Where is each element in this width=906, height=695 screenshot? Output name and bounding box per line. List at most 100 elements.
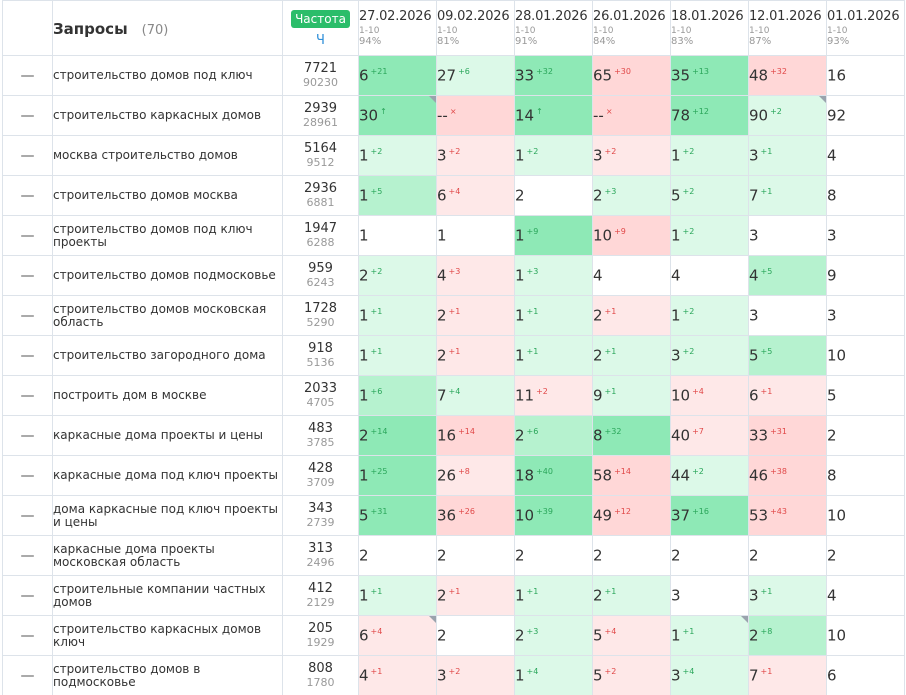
query-text[interactable]: строительство домов московская область bbox=[52, 295, 283, 336]
row-toggle-dash[interactable]: — bbox=[2, 535, 53, 576]
row-toggle-dash[interactable]: — bbox=[2, 255, 53, 296]
row-toggle-dash[interactable]: — bbox=[2, 55, 53, 96]
position-cell[interactable]: 2 bbox=[826, 415, 905, 456]
position-cell[interactable]: 1 +2 bbox=[670, 295, 749, 336]
position-cell[interactable]: 90 +2 bbox=[748, 95, 827, 136]
position-cell[interactable]: 2 bbox=[514, 175, 593, 216]
position-cell[interactable]: 46 +38 bbox=[748, 455, 827, 496]
position-cell[interactable]: 2 bbox=[826, 535, 905, 576]
position-cell[interactable]: 4 bbox=[826, 575, 905, 616]
position-cell[interactable]: 3 bbox=[826, 295, 905, 336]
position-cell[interactable]: 30 ↑ bbox=[358, 95, 437, 136]
query-text[interactable]: строительство домов под ключ bbox=[52, 55, 283, 96]
row-toggle-dash[interactable]: — bbox=[2, 135, 53, 176]
position-cell[interactable]: 1 +2 bbox=[670, 135, 749, 176]
position-cell[interactable]: 1 +4 bbox=[514, 655, 593, 695]
position-cell[interactable]: 4 +1 bbox=[358, 655, 437, 695]
position-cell[interactable]: 92 bbox=[826, 95, 905, 136]
position-cell[interactable]: 1 +9 bbox=[514, 215, 593, 256]
position-cell[interactable]: 48 +32 bbox=[748, 55, 827, 96]
position-cell[interactable]: 1 bbox=[358, 215, 437, 256]
position-cell[interactable]: 1 +2 bbox=[670, 215, 749, 256]
position-cell[interactable]: 16 +14 bbox=[436, 415, 515, 456]
position-cell[interactable]: 10 bbox=[826, 495, 905, 536]
position-cell[interactable]: 1 bbox=[436, 215, 515, 256]
query-text[interactable]: каркасные дома проекты и цены bbox=[52, 415, 283, 456]
position-cell[interactable]: 35 +13 bbox=[670, 55, 749, 96]
position-cell[interactable]: 5 +31 bbox=[358, 495, 437, 536]
query-text[interactable]: москва строительство домов bbox=[52, 135, 283, 176]
row-toggle-dash[interactable]: — bbox=[2, 655, 53, 695]
position-cell[interactable]: 7 +4 bbox=[436, 375, 515, 416]
position-cell[interactable]: 1 +1 bbox=[358, 335, 437, 376]
row-toggle-dash[interactable]: — bbox=[2, 175, 53, 216]
date-column-header[interactable]: 18.01.2026 1-10 83% bbox=[670, 0, 749, 56]
position-cell[interactable]: 65 +30 bbox=[592, 55, 671, 96]
position-cell[interactable]: 2 bbox=[748, 535, 827, 576]
position-cell[interactable]: 1 +1 bbox=[358, 575, 437, 616]
position-cell[interactable]: 53 +43 bbox=[748, 495, 827, 536]
position-cell[interactable]: 1 +2 bbox=[514, 135, 593, 176]
position-cell[interactable]: 16 bbox=[826, 55, 905, 96]
position-cell[interactable]: 3 bbox=[826, 215, 905, 256]
position-cell[interactable]: 8 +32 bbox=[592, 415, 671, 456]
position-cell[interactable]: 2 bbox=[436, 615, 515, 656]
position-cell[interactable]: 3 +2 bbox=[436, 655, 515, 695]
position-cell[interactable]: 2 +1 bbox=[436, 335, 515, 376]
query-text[interactable]: построить дом в москве bbox=[52, 375, 283, 416]
row-toggle-dash[interactable]: — bbox=[2, 295, 53, 336]
row-toggle-dash[interactable]: — bbox=[2, 215, 53, 256]
query-text[interactable]: строительство домов под ключ проекты bbox=[52, 215, 283, 256]
position-cell[interactable]: 5 +4 bbox=[592, 615, 671, 656]
query-text[interactable]: строительство каркасных домов ключ bbox=[52, 615, 283, 656]
position-cell[interactable]: 27 +6 bbox=[436, 55, 515, 96]
position-cell[interactable]: 4 +3 bbox=[436, 255, 515, 296]
frequency-badge-button[interactable]: Частота bbox=[291, 10, 350, 28]
position-cell[interactable]: 11 +2 bbox=[514, 375, 593, 416]
position-cell[interactable]: 3 bbox=[748, 215, 827, 256]
position-cell[interactable]: 1 +6 bbox=[358, 375, 437, 416]
position-cell[interactable]: 3 bbox=[670, 575, 749, 616]
position-cell[interactable]: 26 +8 bbox=[436, 455, 515, 496]
query-text[interactable]: строительство загородного дома bbox=[52, 335, 283, 376]
row-toggle-dash[interactable]: — bbox=[2, 415, 53, 456]
row-toggle-dash[interactable]: — bbox=[2, 615, 53, 656]
position-cell[interactable]: 1 +1 bbox=[514, 295, 593, 336]
query-text[interactable]: дома каркасные под ключ проекты и цены bbox=[52, 495, 283, 536]
position-cell[interactable]: 36 +26 bbox=[436, 495, 515, 536]
query-text[interactable]: строительные компании частных домов bbox=[52, 575, 283, 616]
position-cell[interactable]: 2 +14 bbox=[358, 415, 437, 456]
query-text[interactable]: каркасные дома под ключ проекты bbox=[52, 455, 283, 496]
position-cell[interactable]: 3 +4 bbox=[670, 655, 749, 695]
position-cell[interactable]: 2 +3 bbox=[514, 615, 593, 656]
position-cell[interactable]: 2 +1 bbox=[436, 575, 515, 616]
query-text[interactable]: каркасные дома проекты московская област… bbox=[52, 535, 283, 576]
position-cell[interactable]: 1 +1 bbox=[514, 335, 593, 376]
position-cell[interactable]: 5 bbox=[826, 375, 905, 416]
position-cell[interactable]: 4 bbox=[670, 255, 749, 296]
position-cell[interactable]: 10 +4 bbox=[670, 375, 749, 416]
position-cell[interactable]: 1 +1 bbox=[670, 615, 749, 656]
position-cell[interactable]: 4 +5 bbox=[748, 255, 827, 296]
position-cell[interactable]: 7 +1 bbox=[748, 655, 827, 695]
position-cell[interactable]: 7 +1 bbox=[748, 175, 827, 216]
position-cell[interactable]: 78 +12 bbox=[670, 95, 749, 136]
position-cell[interactable]: -- × bbox=[592, 95, 671, 136]
position-cell[interactable]: -- × bbox=[436, 95, 515, 136]
position-cell[interactable]: 6 +4 bbox=[358, 615, 437, 656]
position-cell[interactable]: 33 +32 bbox=[514, 55, 593, 96]
position-cell[interactable]: 3 +2 bbox=[436, 135, 515, 176]
date-column-header[interactable]: 26.01.2026 1-10 84% bbox=[592, 0, 671, 56]
position-cell[interactable]: 5 +5 bbox=[748, 335, 827, 376]
position-cell[interactable]: 2 +1 bbox=[592, 335, 671, 376]
position-cell[interactable]: 5 +2 bbox=[592, 655, 671, 695]
position-cell[interactable]: 8 bbox=[826, 175, 905, 216]
date-column-header[interactable]: 09.02.2026 1-10 81% bbox=[436, 0, 515, 56]
position-cell[interactable]: 2 +8 bbox=[748, 615, 827, 656]
position-cell[interactable]: 9 +1 bbox=[592, 375, 671, 416]
query-text[interactable]: строительство домов подмосковье bbox=[52, 255, 283, 296]
position-cell[interactable]: 1 +1 bbox=[358, 295, 437, 336]
position-cell[interactable]: 8 bbox=[826, 455, 905, 496]
position-cell[interactable]: 40 +7 bbox=[670, 415, 749, 456]
position-cell[interactable]: 44 +2 bbox=[670, 455, 749, 496]
